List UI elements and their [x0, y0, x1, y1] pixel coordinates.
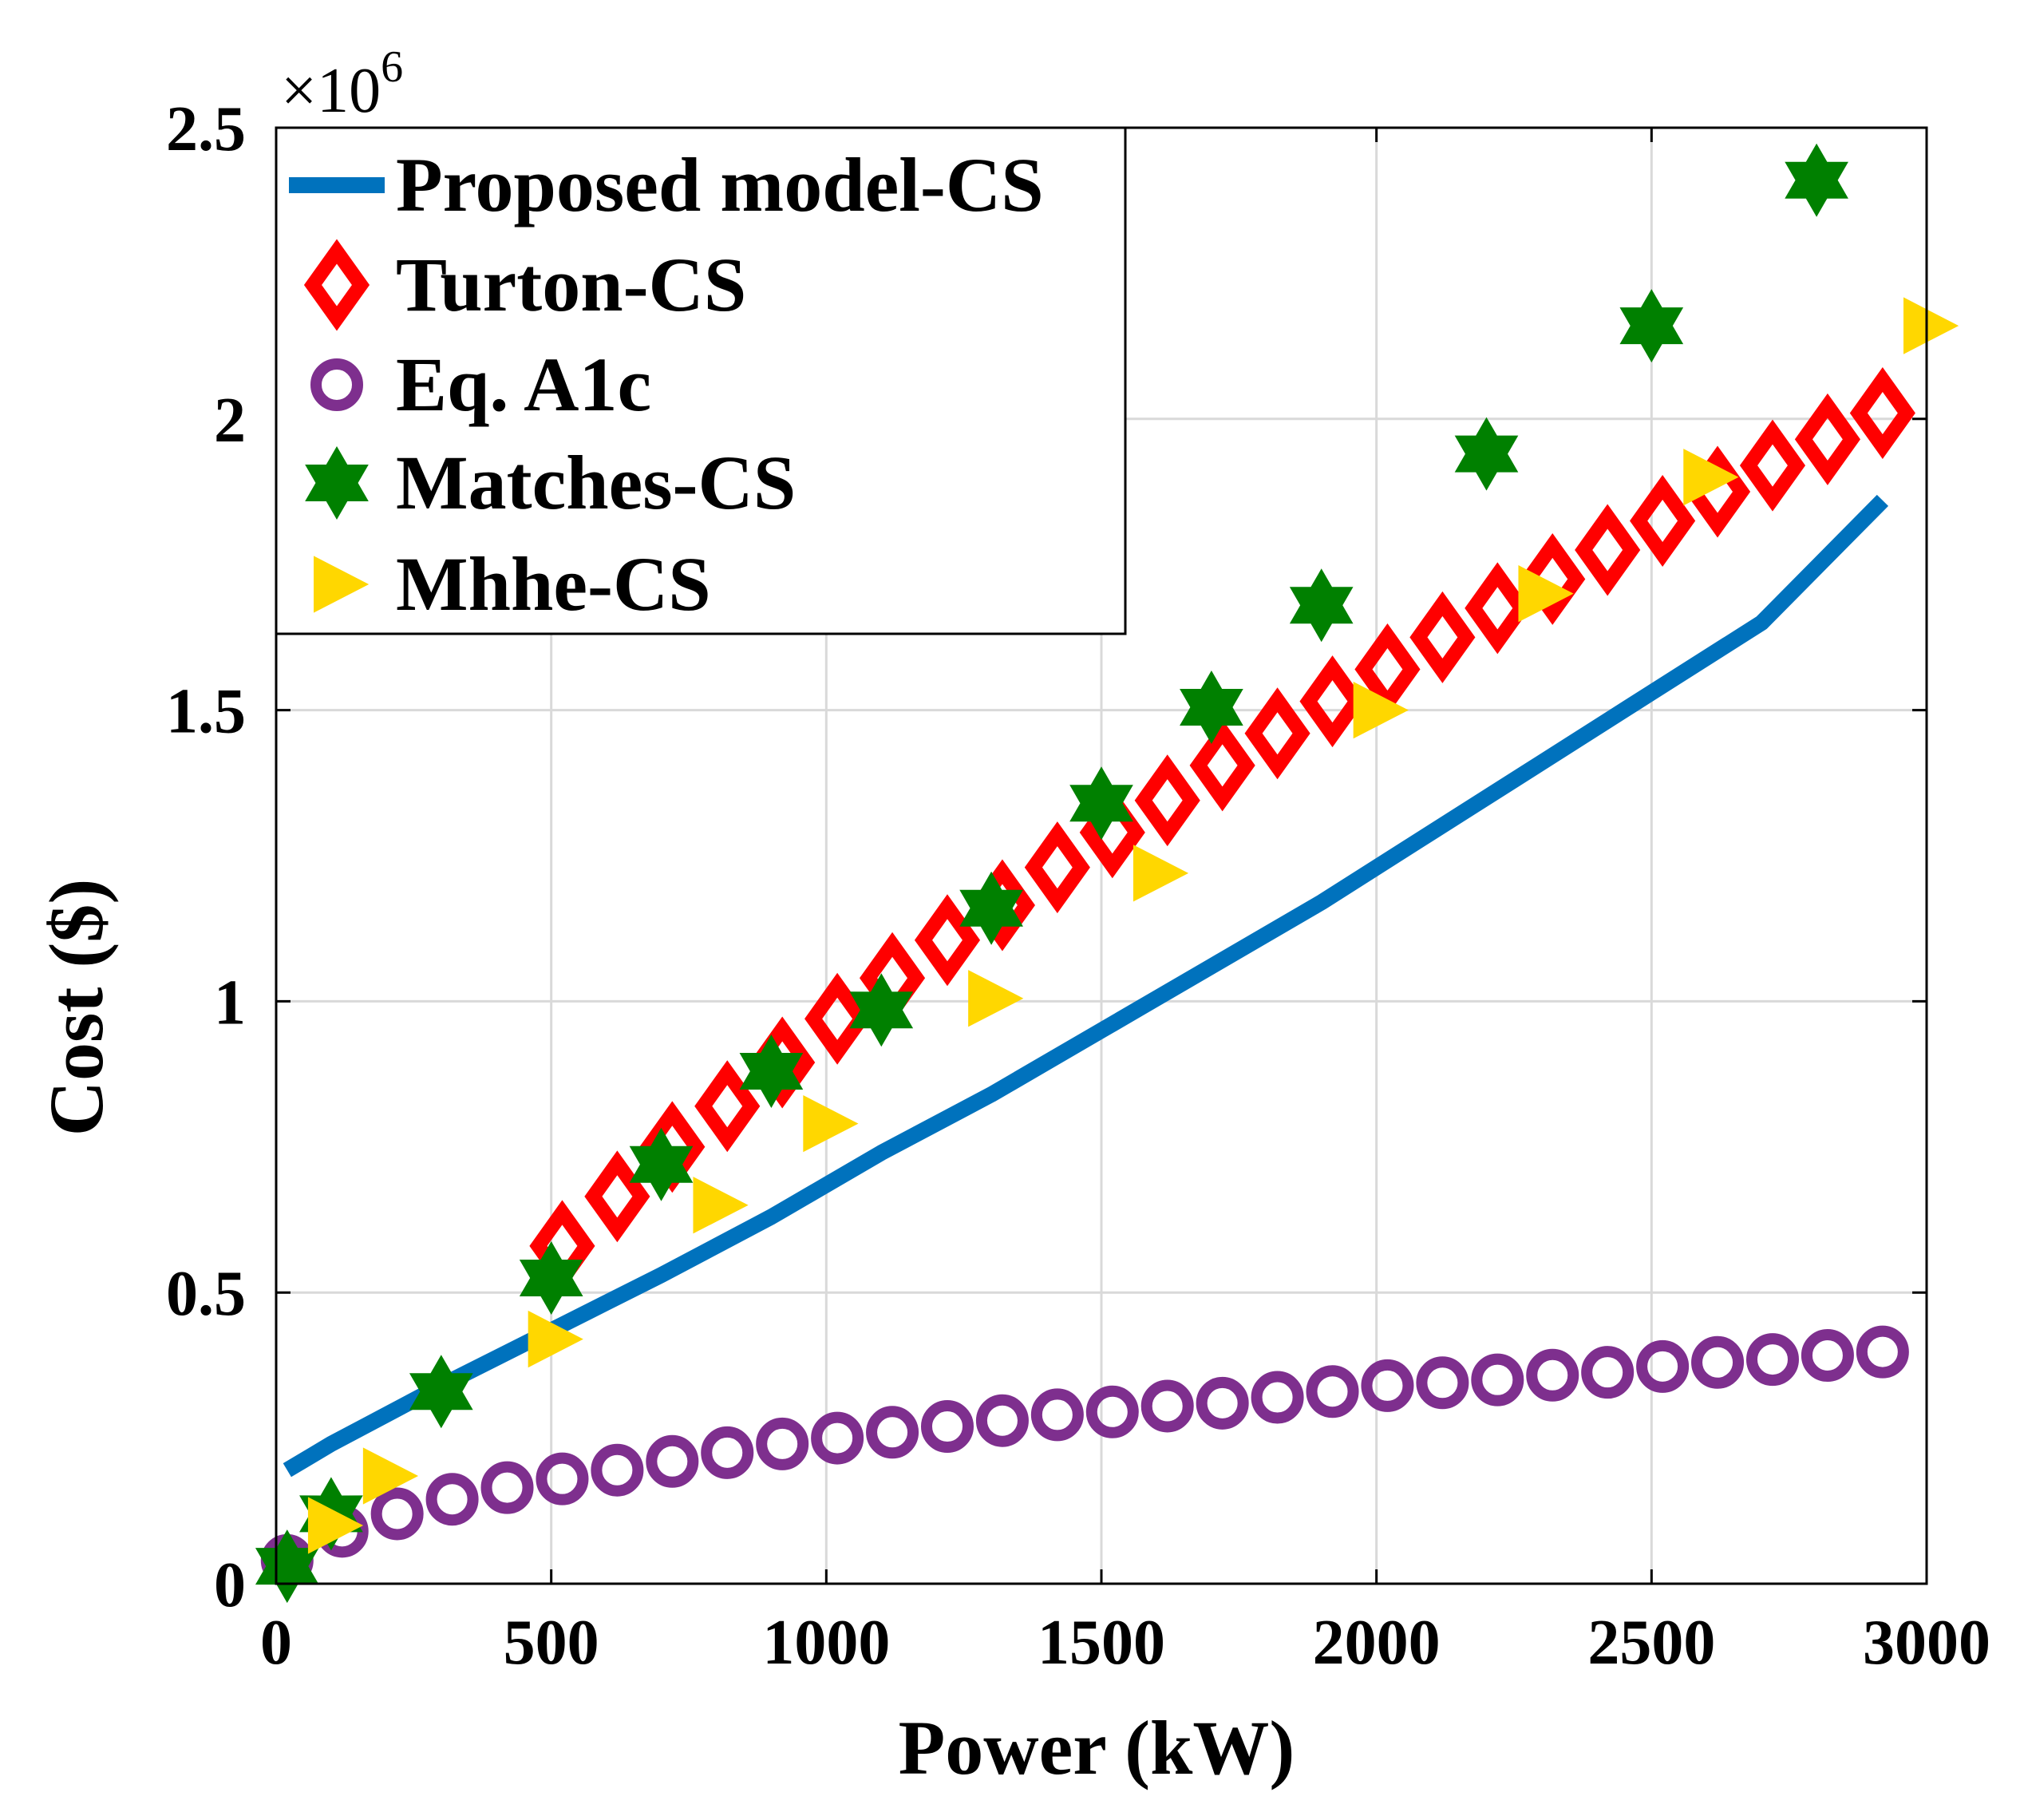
data-point-turton-cs [1299, 655, 1366, 748]
legend-swatch-turton-cs [303, 239, 370, 331]
y-tick-label: 0.5 [166, 1259, 246, 1329]
data-point-eq-a1c [866, 1406, 919, 1459]
data-point-turton-cs [914, 894, 981, 987]
y-axis-label: Cost ($) [34, 879, 119, 1137]
x-tick-label: 500 [504, 1608, 599, 1678]
legend-label-eq-a1c: Eq. A1c [396, 342, 651, 427]
data-point-eq-a1c [591, 1443, 644, 1497]
data-point-eq-a1c [425, 1473, 479, 1526]
data-point-eq-a1c [646, 1434, 699, 1488]
data-point-mhhe-cs [1353, 681, 1409, 739]
series-line-proposed-model-cs [283, 494, 1889, 1478]
data-point-eq-a1c [1471, 1353, 1524, 1407]
data-point-matches-cs [1785, 143, 1848, 217]
data-point-mhhe-cs [1518, 565, 1574, 623]
data-point-turton-cs [804, 972, 871, 1065]
data-point-eq-a1c [1526, 1348, 1579, 1402]
y-tick-label: 2 [214, 386, 246, 456]
legend-label-turton-cs: Turton-CS [396, 242, 746, 327]
y-multiplier: ×106 [281, 42, 403, 126]
legend-label-proposed-model-cs: Proposed model-CS [396, 142, 1044, 228]
data-point-eq-a1c [1581, 1346, 1635, 1399]
data-point-turton-cs [1024, 821, 1090, 914]
x-tick-label: 0 [260, 1608, 292, 1678]
legend-box [275, 126, 1127, 635]
data-point-eq-a1c [1416, 1356, 1469, 1410]
data-point-eq-a1c [920, 1400, 974, 1454]
data-point-eq-a1c [1636, 1339, 1690, 1393]
data-point-turton-cs [1794, 393, 1860, 485]
data-point-mhhe-cs [1903, 297, 1959, 354]
data-point-eq-a1c [1085, 1385, 1139, 1438]
ticks: 0 500 1000 1500 2000 2500 3000 0 0.5 1 1.5 2 2.5 [166, 94, 1990, 1678]
data-point-turton-cs [1630, 474, 1696, 567]
x-tick-label: 2500 [1587, 1608, 1715, 1678]
data-point-matches-cs [629, 1127, 694, 1201]
data-point-eq-a1c [1361, 1359, 1414, 1412]
data-point-matches-cs [1180, 670, 1243, 745]
data-point-matches-cs [1069, 766, 1133, 841]
data-point-eq-a1c [1801, 1328, 1854, 1382]
data-point-eq-a1c [1196, 1376, 1249, 1430]
data-point-matches-cs [1289, 568, 1354, 643]
data-point-mhhe-cs [1133, 845, 1189, 902]
data-point-matches-cs [519, 1240, 583, 1316]
data-point-eq-a1c [1251, 1371, 1304, 1424]
data-point-matches-cs [959, 871, 1023, 945]
data-point-mhhe-cs [693, 1177, 749, 1234]
data-point-mhhe-cs [803, 1094, 859, 1153]
data-point-eq-a1c [1306, 1365, 1359, 1418]
data-point-turton-cs [1575, 504, 1641, 596]
legend-swatch-matches-cs [305, 445, 369, 520]
data-point-turton-cs [694, 1060, 761, 1153]
data-point-turton-cs [1739, 419, 1806, 512]
legend-swatch-eq-a1c [310, 358, 363, 411]
data-point-turton-cs [1189, 719, 1255, 812]
y-tick-label: 2.5 [166, 94, 246, 164]
data-point-turton-cs [1134, 754, 1200, 847]
data-point-matches-cs [739, 1034, 804, 1109]
data-point-eq-a1c [811, 1411, 864, 1465]
x-tick-label: 3000 [1863, 1608, 1990, 1678]
data-point-turton-cs [1244, 687, 1310, 780]
data-point-matches-cs [409, 1355, 473, 1429]
legend: Proposed model-CS Turton-CS Eq. A1c Matches… [275, 126, 1127, 635]
data-point-turton-cs [1849, 367, 1915, 459]
y-tick-label: 1.5 [166, 677, 246, 747]
data-point-eq-a1c [701, 1426, 754, 1479]
data-point-eq-a1c [1030, 1388, 1084, 1442]
data-point-eq-a1c [480, 1461, 534, 1514]
data-point-matches-cs [849, 973, 914, 1047]
data-point-eq-a1c [536, 1452, 589, 1505]
data-point-eq-a1c [1745, 1333, 1799, 1387]
data-point-mhhe-cs [362, 1447, 419, 1505]
data-point-mhhe-cs [528, 1310, 583, 1368]
data-point-turton-cs [1409, 591, 1476, 683]
data-point-eq-a1c [1691, 1335, 1745, 1389]
data-point-mhhe-cs [968, 970, 1024, 1027]
data-point-matches-cs [1619, 289, 1684, 363]
data-point-matches-cs [1454, 417, 1519, 491]
data-point-mhhe-cs [307, 1497, 364, 1554]
data-point-mhhe-cs [1683, 449, 1739, 506]
plot-data [255, 143, 1959, 1604]
data-point-eq-a1c [370, 1487, 424, 1541]
data-point-eq-a1c [1856, 1325, 1909, 1379]
data-point-turton-cs [1520, 532, 1586, 625]
y-tick-label: 1 [214, 967, 246, 1038]
x-axis-label: Power (kW) [899, 1705, 1295, 1790]
legend-swatch-mhhe-cs [314, 556, 370, 613]
x-tick-label: 2000 [1313, 1608, 1441, 1678]
y-tick-label: 0 [214, 1550, 246, 1620]
data-point-eq-a1c [756, 1417, 809, 1470]
data-point-turton-cs [1465, 562, 1531, 655]
x-tick-label: 1000 [762, 1608, 890, 1678]
legend-label-matches-cs: Matches-CS [396, 440, 796, 525]
x-tick-label: 1500 [1038, 1608, 1165, 1678]
legend-label-mhhe-cs: Mhhe-CS [396, 541, 711, 627]
data-point-turton-cs [584, 1150, 650, 1243]
data-point-eq-a1c [975, 1394, 1029, 1447]
data-point-eq-a1c [1140, 1379, 1194, 1433]
